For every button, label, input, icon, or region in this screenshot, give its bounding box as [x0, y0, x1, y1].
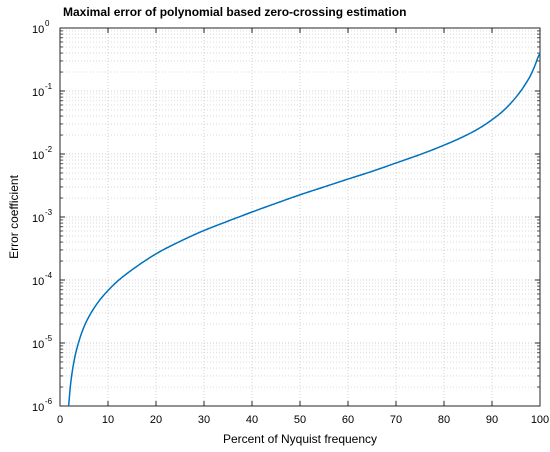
x-axis-label: Percent of Nyquist frequency	[223, 432, 377, 446]
y-tick-label: 10	[32, 213, 44, 225]
y-tick-exponent: -3	[45, 208, 53, 217]
x-tick-label: 70	[390, 414, 402, 426]
y-axis-label: Error coefficient	[7, 174, 21, 258]
x-tick-labels: 0 10 20 30 40 50 60 70 80 90 100	[57, 414, 549, 426]
y-tick-label: 10	[32, 87, 44, 99]
x-tick-label: 40	[246, 414, 258, 426]
x-tick-label: 50	[294, 414, 306, 426]
y-tick-label: 10	[32, 24, 44, 36]
x-tick-label: 100	[531, 414, 549, 426]
x-tick-label: 60	[342, 414, 354, 426]
x-tick-label: 90	[486, 414, 498, 426]
y-tick-exponent: -5	[45, 334, 53, 343]
y-tick-exponent: 0	[45, 19, 50, 28]
y-tick-exponent: -6	[45, 397, 53, 406]
series-line	[67, 52, 541, 407]
y-tick-label: 10	[32, 402, 44, 414]
x-tick-label: 20	[150, 414, 162, 426]
y-tick-label: 10	[32, 276, 44, 288]
y-tick-label: 10	[32, 339, 44, 351]
major-grid	[60, 28, 540, 406]
x-tick-label: 10	[102, 414, 114, 426]
y-tick-exponent: -2	[45, 145, 53, 154]
y-tick-label: 10	[32, 150, 44, 162]
y-tick-exponent: -4	[45, 271, 53, 280]
series-layer	[67, 52, 541, 407]
chart-title: Maximal error of polynomial based zero-c…	[63, 5, 406, 19]
tick-marks	[59, 27, 541, 407]
x-tick-label: 30	[198, 414, 210, 426]
y-tick-exponent: -1	[45, 82, 53, 91]
x-tick-label: 80	[438, 414, 450, 426]
x-tick-label: 0	[57, 414, 63, 426]
